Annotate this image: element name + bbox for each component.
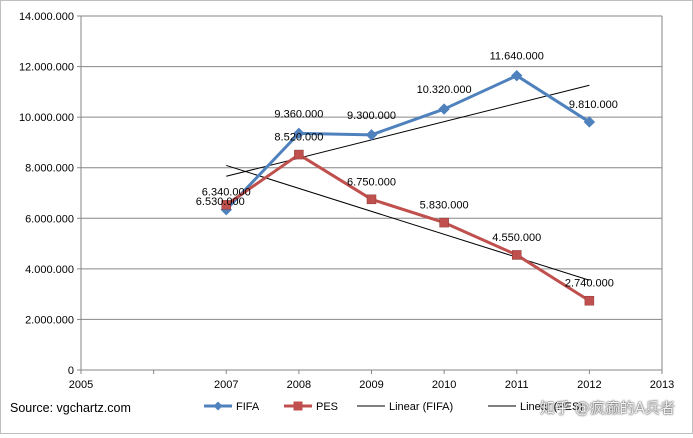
legend-marker [293, 401, 303, 411]
data-label-fifa: 6.340.000 [202, 187, 251, 199]
x-tick-label: 2009 [359, 379, 383, 391]
data-point-fifa [511, 69, 523, 82]
data-point-fifa [365, 129, 378, 141]
data-label-fifa: 9.360.000 [274, 108, 323, 120]
x-tick-label: 2012 [577, 379, 601, 391]
data-point-fifa [438, 103, 450, 115]
data-label-fifa: 10.320.000 [417, 84, 472, 96]
data-label-pes: 6.530.000 [196, 196, 245, 208]
x-tick-label: 2008 [287, 379, 311, 391]
series-line-fifa [225, 74, 591, 211]
data-point-pes [512, 250, 522, 260]
data-point-pes [584, 295, 595, 306]
y-tick-label: 14.000.000 [19, 11, 74, 23]
legend-label: FIFA [236, 401, 260, 413]
data-label-pes: 6.750.000 [347, 176, 396, 188]
data-point-pes [294, 149, 304, 160]
y-tick-label: 4.000.000 [25, 264, 74, 276]
legend-label: Linear (PES) [520, 401, 583, 413]
legend-marker [213, 401, 223, 411]
watermark: 知乎 @疯癫的A兵者 [539, 399, 675, 417]
y-tick-label: 0 [68, 365, 74, 377]
data-label-fifa: 11.640.000 [490, 51, 544, 63]
legend-label: PES [316, 401, 338, 413]
data-label-pes: 2.740.000 [565, 278, 614, 290]
source-note: Source: vgchartz.com [10, 401, 131, 415]
y-tick-label: 2.000.000 [25, 314, 74, 326]
x-tick-label: 2010 [432, 379, 456, 391]
data-point-pes [221, 200, 231, 210]
data-label-pes: 8.520.000 [274, 132, 323, 144]
series-line-pes [225, 153, 591, 302]
axes: 0 2.000.000 4.000.000 6.000.000 8.000.000 10.… [19, 11, 674, 391]
x-tick-label: 2013 [650, 379, 674, 391]
data-label-fifa: 9.300.000 [347, 110, 396, 122]
legend-label: Linear (FIFA) [389, 401, 453, 413]
x-tick-label: 2011 [505, 379, 529, 391]
data-series [220, 69, 596, 306]
y-tick-label: 10.000.000 [19, 112, 74, 124]
data-label-pes: 5.830.000 [420, 200, 469, 212]
legend: FIFA PES Linear (FIFA) Linear (PES) [204, 401, 583, 413]
data-point-pes [366, 194, 377, 205]
data-point-fifa [293, 127, 305, 140]
x-tick-label: 2005 [69, 379, 93, 391]
gridlines [81, 15, 662, 320]
trendline-pes [226, 164, 590, 281]
data-point-pes [439, 217, 449, 228]
data-point-fifa [583, 116, 596, 128]
y-tick-label: 6.000.000 [25, 213, 74, 225]
data-label-fifa: 9.810.000 [569, 99, 618, 111]
x-tick-label: 2007 [214, 379, 238, 391]
trendline-fifa [226, 84, 590, 177]
y-tick-label: 12.000.000 [19, 62, 74, 74]
data-label-pes: 4.550.000 [492, 232, 541, 244]
y-tick-label: 8.000.000 [25, 163, 74, 175]
